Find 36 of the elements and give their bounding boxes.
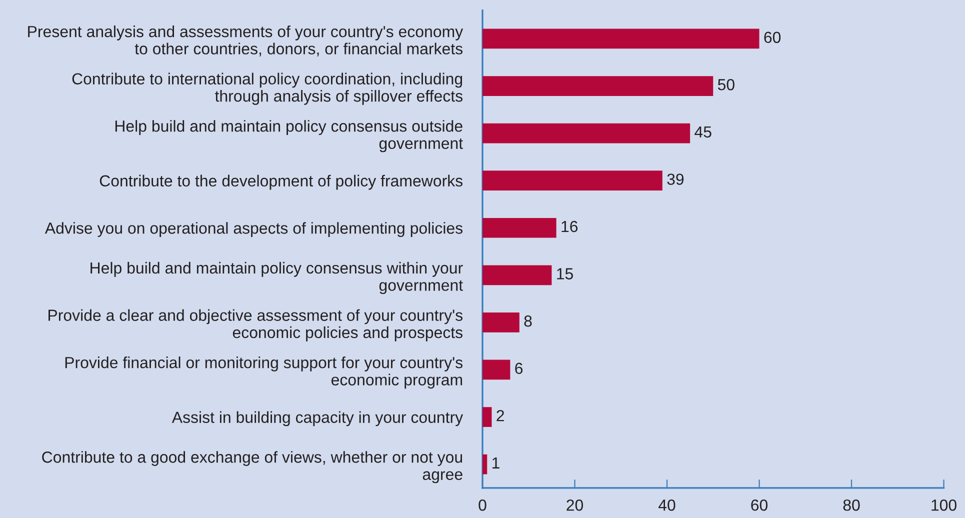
data-label: 60 bbox=[764, 32, 781, 44]
bar bbox=[482, 454, 488, 474]
bar bbox=[482, 312, 520, 332]
y-tick-label: Contribute to a good exchange of views, whether or not you agree bbox=[42, 451, 462, 484]
data-label: 39 bbox=[667, 174, 684, 185]
y-tick-label: Help build and maintain policy consensus outside government bbox=[115, 120, 463, 152]
y-tick-label: Help build and maintain policy consensus within your government bbox=[90, 262, 463, 294]
bar bbox=[482, 265, 552, 286]
x-tick-label: 80 bbox=[843, 499, 860, 511]
bar bbox=[482, 218, 556, 238]
y-tick-label: Contribute to the development of policy frameworks bbox=[100, 174, 463, 190]
bar bbox=[482, 360, 510, 380]
data-label: 1 bbox=[492, 457, 500, 468]
data-label: 16 bbox=[562, 220, 578, 232]
data-label: 15 bbox=[557, 268, 573, 280]
x-tick-label: 60 bbox=[751, 499, 768, 511]
x-tick-label: 0 bbox=[478, 499, 486, 511]
data-label: 2 bbox=[496, 410, 504, 422]
data-label: 45 bbox=[694, 126, 712, 138]
data-label: 8 bbox=[524, 315, 532, 327]
x-tick-label: 20 bbox=[566, 499, 584, 511]
y-tick-label: Provide financial or monitoring support for your country's economic program bbox=[65, 356, 463, 389]
y-tick-label: Contribute to international policy coordination, including through analysis of spillover effects bbox=[72, 72, 462, 105]
bar bbox=[482, 123, 690, 144]
x-tick-label: 100 bbox=[932, 499, 956, 511]
x-tick-label: 40 bbox=[658, 499, 676, 511]
data-label: 50 bbox=[718, 78, 734, 90]
y-tick-label: Provide a clear and objective assessment of your country's economic policies and prospects bbox=[48, 309, 463, 342]
y-tick-label: Assist in building capacity in your country bbox=[172, 411, 464, 426]
bar bbox=[482, 170, 662, 191]
bar bbox=[482, 407, 492, 427]
y-tick-label: Advise you on operational aspects of implementing policies bbox=[44, 222, 463, 237]
bar bbox=[482, 28, 760, 49]
y-tick-label: Present analysis and assessments of your country's economy to other countries, donors, or financial markets bbox=[28, 26, 464, 56]
data-label: 6 bbox=[515, 362, 523, 374]
bar bbox=[482, 76, 714, 96]
